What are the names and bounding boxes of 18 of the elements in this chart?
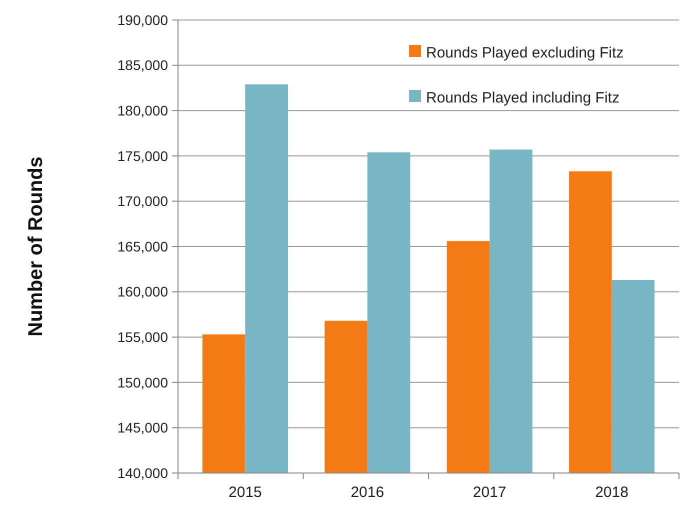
y-tick-label: 180,000 (117, 102, 168, 118)
y-tick-label: 155,000 (117, 329, 168, 345)
x-tick-label: 2016 (350, 484, 384, 501)
y-tick-label: 140,000 (117, 464, 168, 481)
x-tick-label: 2018 (595, 484, 628, 501)
y-tick-label: 160,000 (117, 284, 168, 300)
y-axis-title: Number of Rounds (25, 156, 47, 336)
y-tick-label: 170,000 (117, 193, 168, 210)
x-tick-label: 2017 (472, 484, 506, 501)
y-tick-label: 185,000 (117, 57, 168, 74)
y-tick-label: 190,000 (117, 12, 168, 28)
y-tick-label: 145,000 (117, 420, 168, 436)
y-tick-label: 165,000 (117, 238, 168, 254)
legend-label: Rounds Played including Fitz (426, 89, 620, 106)
legend-label: Rounds Played excluding Fitz (426, 44, 624, 62)
y-tick-label: 150,000 (117, 374, 168, 390)
x-tick-label: 2015 (228, 484, 262, 501)
y-tick-label: 175,000 (117, 148, 168, 164)
